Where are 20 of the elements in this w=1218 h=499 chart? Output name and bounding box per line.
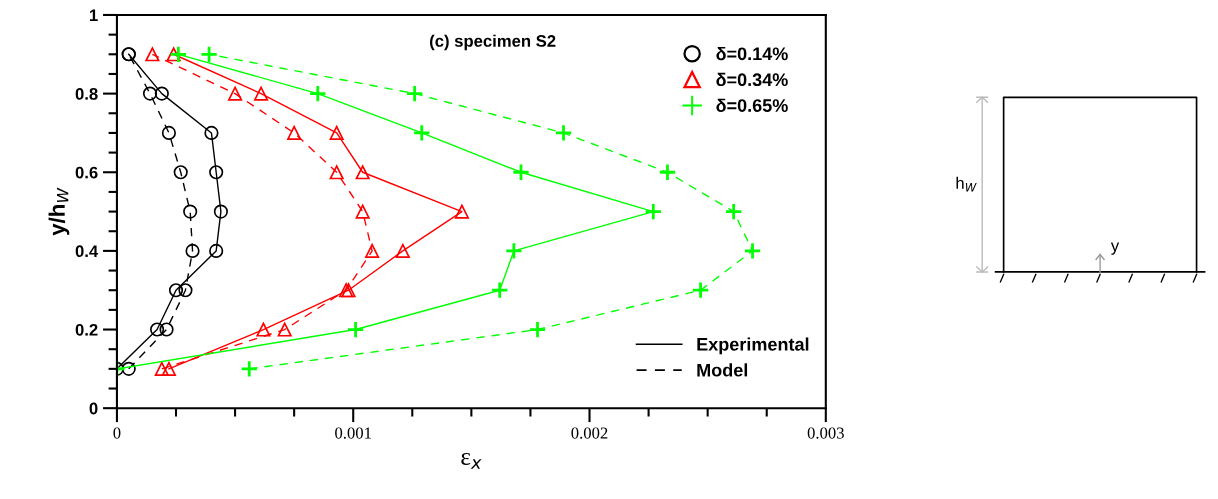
y-tick-label: 0.8	[75, 88, 98, 100]
text: (c) specimen S2	[430, 34, 556, 51]
x-tick-label: 0.003	[807, 427, 844, 439]
legend-label: δ=0.65%	[716, 98, 788, 112]
y-tick-label: 0.2	[75, 323, 98, 336]
x-tick-label: 0.002	[571, 427, 608, 439]
y-tick-label: 0	[89, 402, 98, 415]
text: y	[1110, 242, 1120, 255]
y-tick-label: 1	[89, 9, 98, 22]
legend-label: δ=0.14%	[716, 46, 788, 61]
text: h$_{W}$	[956, 176, 977, 192]
annotation: Model	[697, 363, 748, 377]
annotation: Experimental	[697, 337, 809, 355]
x-axis-title: ε$_{x}$	[461, 452, 482, 469]
legend-label: δ=0.34%	[716, 72, 788, 87]
y-axis-title: y/h$_{W}$	[48, 187, 70, 236]
y-tick-label: 0.6	[75, 166, 98, 179]
y-tick-label: 0.4	[75, 245, 99, 258]
x-tick-label: 0	[113, 427, 121, 439]
x-tick-label: 0.001	[335, 427, 371, 439]
